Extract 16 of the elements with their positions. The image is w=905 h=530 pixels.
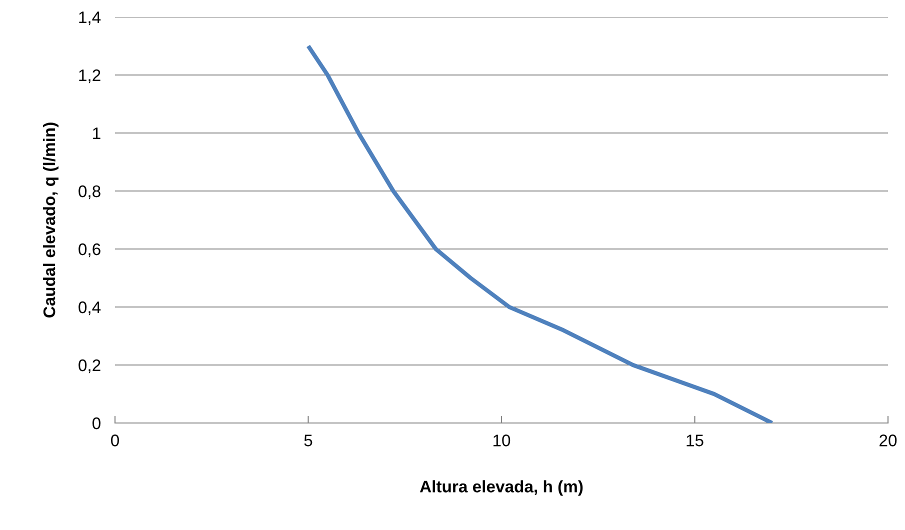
y-tick-label: 0,8 [78, 185, 100, 200]
x-tick-label: 5 [304, 434, 312, 446]
x-tick-label: 10 [494, 434, 510, 446]
x-tick-label: 15 [686, 434, 704, 446]
x-axis-title: Altura elevada, h (m) [420, 480, 583, 496]
y-tick-label: 1,4 [79, 12, 101, 26]
y-tick-label: 0,6 [78, 243, 100, 258]
y-axis-title: Caudal elevado, q (l/min) [42, 122, 58, 318]
line-series [306, 44, 774, 423]
y-tick-label: 1,2 [79, 69, 100, 84]
y-tick-label: 0,2 [78, 359, 100, 374]
x-tick-label: 20 [880, 434, 897, 446]
y-tick-label: 1 [93, 128, 100, 140]
y-tick-label: 0,4 [78, 301, 101, 316]
x-tick-label: 0 [111, 434, 119, 446]
y-tick-label: 0 [92, 417, 100, 430]
